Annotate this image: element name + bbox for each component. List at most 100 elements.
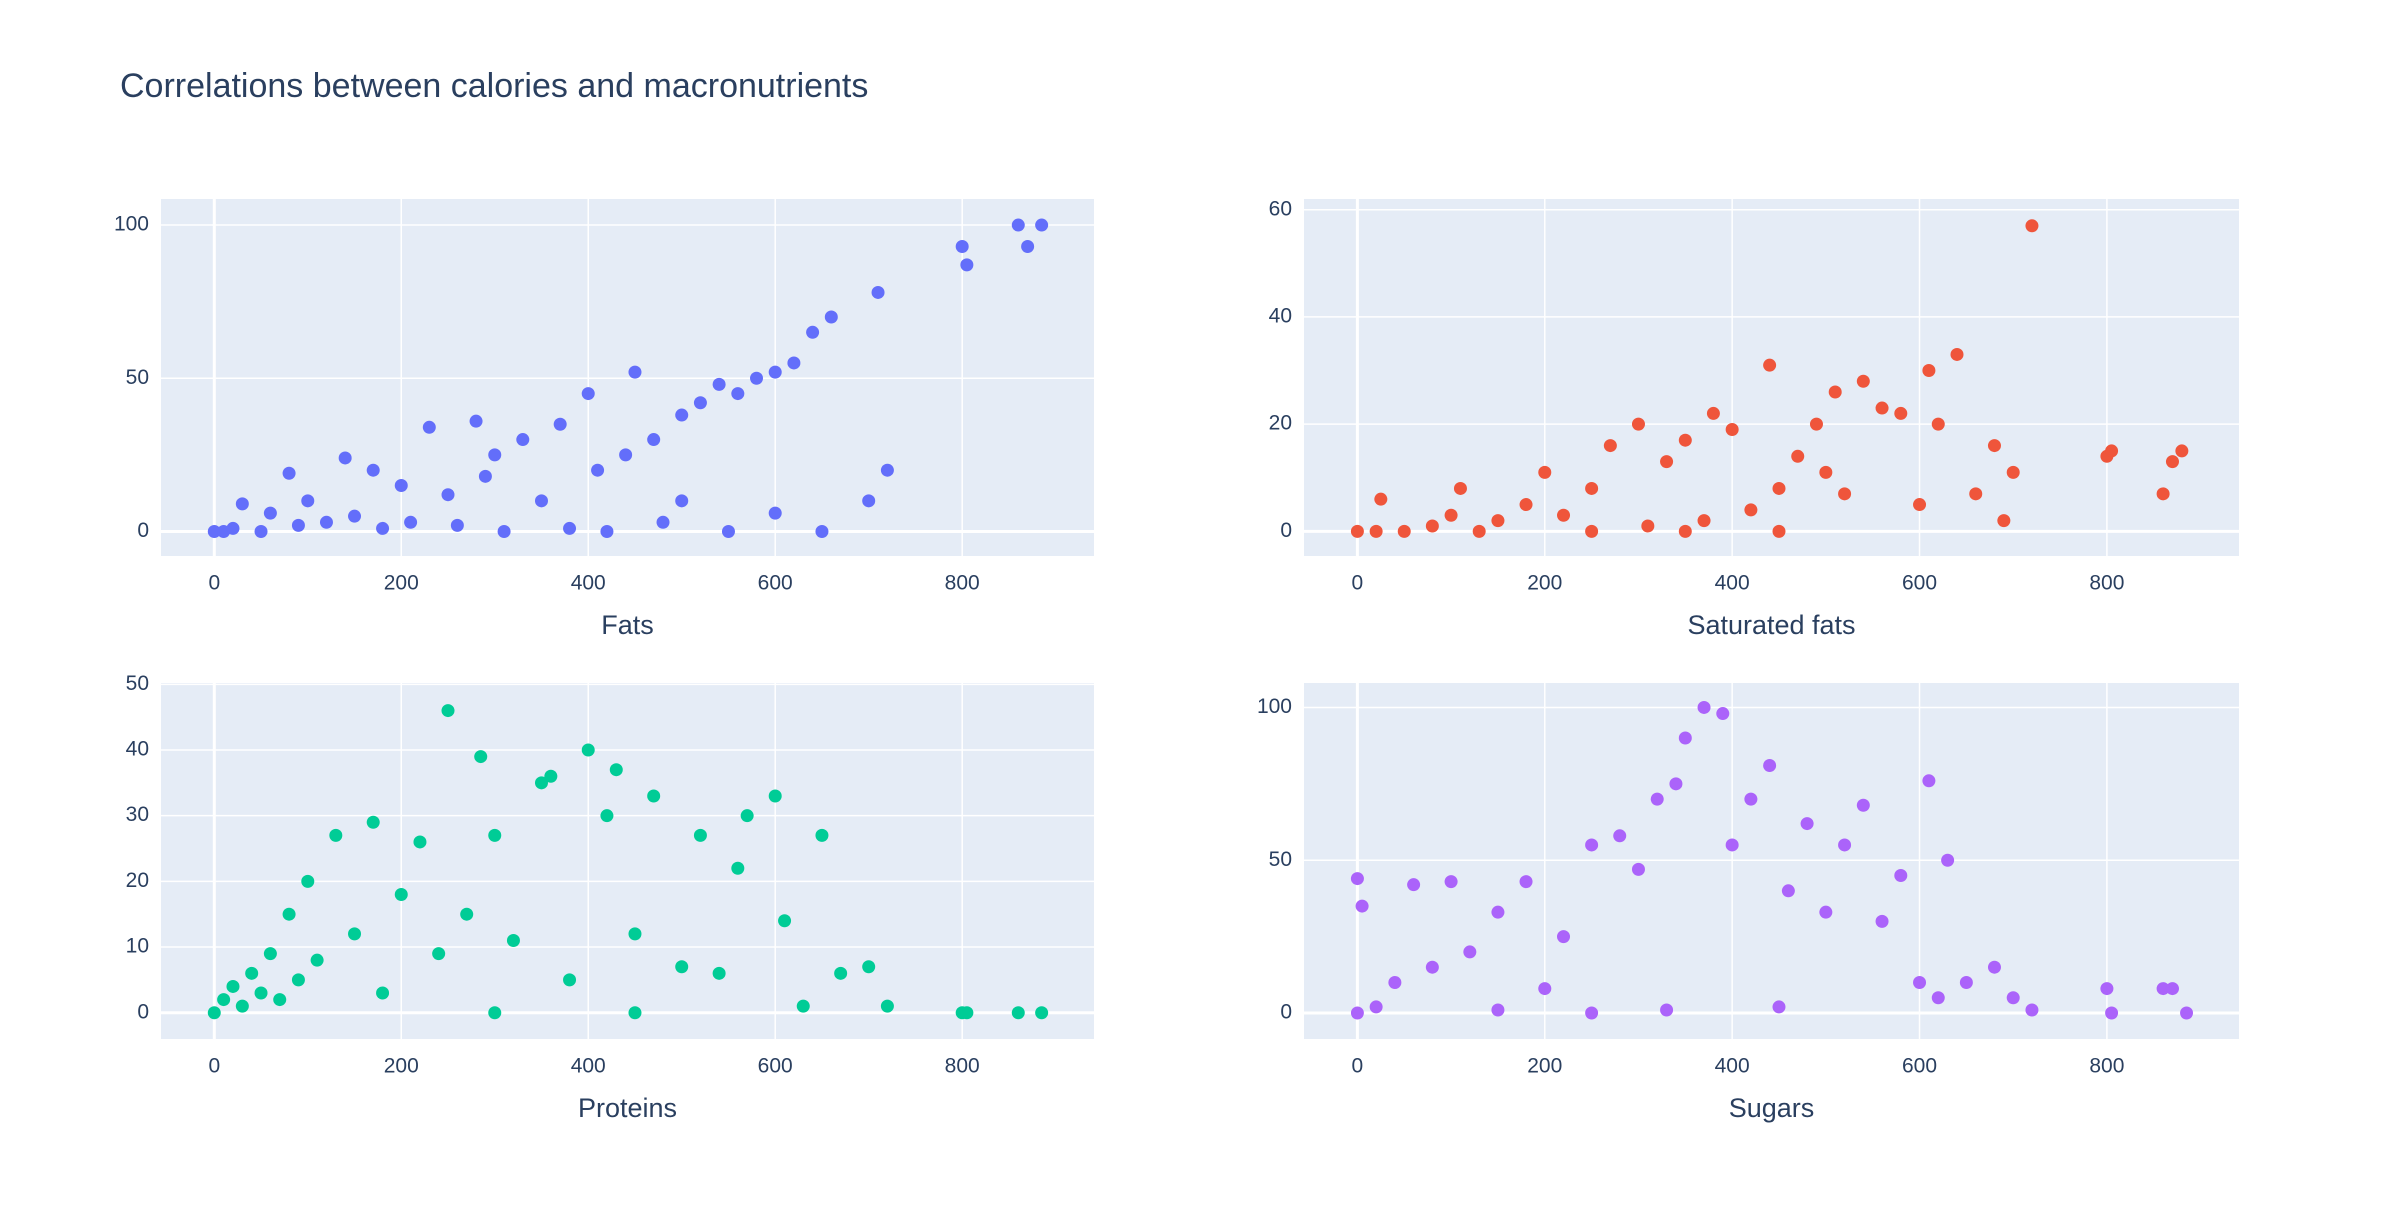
scatter-point <box>1011 218 1025 232</box>
scatter-point <box>591 463 605 477</box>
scatter-point <box>254 524 268 538</box>
scatter-point <box>1838 838 1852 852</box>
scatter-point <box>1959 975 1973 989</box>
subplot: 0 200 400 600 800 0 50 100 Fats <box>114 199 1094 640</box>
scatter-point <box>806 325 820 339</box>
scatter-point <box>1725 422 1739 436</box>
scatter-point <box>834 966 848 980</box>
scatter-point <box>553 417 567 431</box>
scatter-point <box>1519 875 1533 889</box>
scatter-point <box>628 927 642 941</box>
scatter-point <box>338 451 352 465</box>
scatter-point <box>217 993 231 1007</box>
scatter-point <box>1913 975 1927 989</box>
x-tick-label: 200 <box>384 1055 419 1078</box>
scatter-point <box>1772 524 1786 538</box>
scatter-point <box>478 469 492 483</box>
x-tick-label: 400 <box>571 1055 606 1078</box>
scatter-point <box>1819 465 1833 479</box>
scatter-point <box>563 521 577 535</box>
scatter-point <box>1407 878 1421 892</box>
scatter-point <box>2006 465 2020 479</box>
scatter-point <box>488 1006 502 1020</box>
scatter-point <box>413 835 427 849</box>
scatter-point <box>1350 524 1364 538</box>
scatter-point <box>441 488 455 502</box>
scatter-point <box>675 494 689 508</box>
scatter-point <box>1800 817 1814 831</box>
scatter-point <box>263 506 277 520</box>
y-tick-label: 20 <box>126 869 149 892</box>
scatter-point <box>226 521 240 535</box>
scatter-point <box>404 515 418 529</box>
scatter-point <box>544 769 558 783</box>
scatter-point <box>1791 449 1805 463</box>
scatter-point <box>656 515 670 529</box>
x-tick-label: 600 <box>1902 1055 1937 1078</box>
scatter-point <box>1538 982 1552 996</box>
scatter-point <box>263 947 277 961</box>
x-tick-label: 200 <box>384 572 419 595</box>
scatter-point <box>291 973 305 987</box>
scatter-point <box>1519 498 1533 512</box>
scatter-point <box>534 494 548 508</box>
scatter-point <box>880 999 894 1013</box>
scatter-point <box>207 1006 221 1020</box>
scatter-point <box>721 524 735 538</box>
scatter-point <box>273 993 287 1007</box>
scatter-point <box>1697 514 1711 528</box>
scatter-point <box>1894 869 1908 883</box>
scatter-point <box>319 515 333 529</box>
scatter-point <box>960 1006 974 1020</box>
scatter-point <box>2105 1006 2119 1020</box>
scatter-point <box>460 907 474 921</box>
scatter-point <box>282 907 296 921</box>
scatter-point <box>1035 218 1049 232</box>
scatter-point <box>1763 358 1777 372</box>
scatter-point <box>1641 519 1655 533</box>
y-tick-label: 0 <box>1280 519 1292 542</box>
y-tick-label: 100 <box>1257 695 1292 718</box>
scatter-point <box>1809 417 1823 431</box>
scatter-point <box>366 815 380 829</box>
scatter-point <box>1819 905 1833 919</box>
scatter-point <box>394 887 408 901</box>
x-tick-label: 0 <box>1352 572 1364 595</box>
scatter-point <box>647 789 661 803</box>
scatter-point <box>600 809 614 823</box>
scatter-point <box>2025 1003 2039 1017</box>
y-tick-label: 0 <box>137 519 149 542</box>
x-tick-label: 800 <box>2089 572 2124 595</box>
x-axis-title: Sugars <box>1729 1093 1815 1123</box>
scatter-point <box>348 927 362 941</box>
scatter-point <box>1894 406 1908 420</box>
scatter-point <box>329 828 343 842</box>
scatter-point <box>394 479 408 493</box>
scatter-point <box>2006 991 2020 1005</box>
y-tick-label: 0 <box>137 1000 149 1023</box>
scatter-point <box>824 310 838 324</box>
scatter-point <box>1922 364 1936 378</box>
scatter-point <box>1631 862 1645 876</box>
scatter-point <box>1763 759 1777 773</box>
scatter-point <box>1678 524 1692 538</box>
scatter-point <box>693 396 707 410</box>
scatter-point <box>1035 1006 1049 1020</box>
scatter-point <box>609 763 623 777</box>
scatter-point <box>1650 792 1664 806</box>
x-tick-label: 0 <box>208 1055 220 1078</box>
x-axis-title: Fats <box>601 610 654 640</box>
scatter-point <box>768 365 782 379</box>
scatter-point <box>675 960 689 974</box>
scatter-point <box>1557 508 1571 522</box>
scatter-point <box>740 809 754 823</box>
scatter-point <box>2100 982 2114 996</box>
scatter-point <box>226 979 240 993</box>
scatter-point <box>1374 492 1388 506</box>
scatter-point <box>282 466 296 480</box>
scatter-point <box>1631 417 1645 431</box>
y-tick-label: 0 <box>1280 1001 1292 1024</box>
scatter-point <box>712 377 726 391</box>
scatter-point <box>376 986 390 1000</box>
